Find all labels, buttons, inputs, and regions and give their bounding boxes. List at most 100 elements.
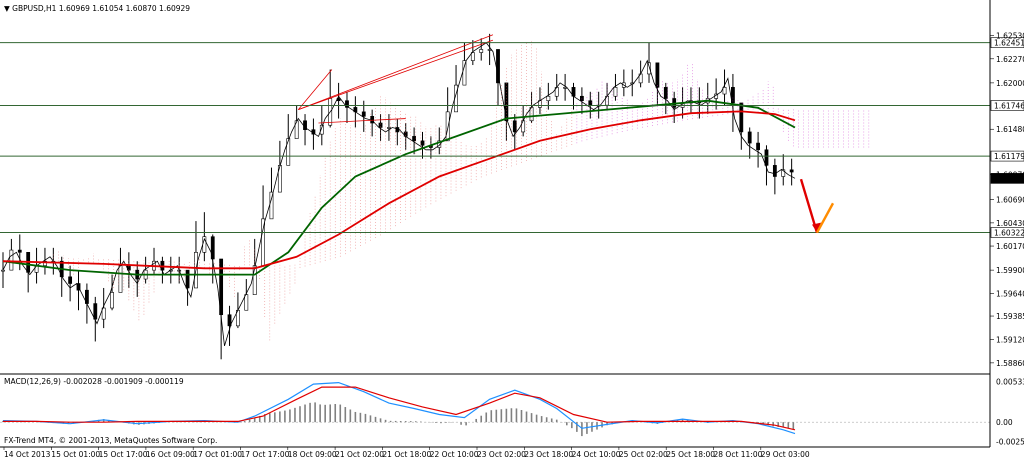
price-tick-label: 1.59900 bbox=[996, 266, 1024, 275]
candle-body bbox=[101, 307, 106, 320]
candle-body bbox=[227, 314, 232, 327]
price-tick-label: 1.59640 bbox=[996, 289, 1024, 298]
level-label-box bbox=[990, 227, 1024, 238]
trend-line bbox=[318, 118, 406, 124]
time-tick-label: 14 Oct 2013 bbox=[4, 450, 51, 459]
price-tick-label: 1.59385 bbox=[996, 312, 1024, 321]
forecast-down-arrow bbox=[799, 178, 819, 234]
price-tick-label: 1.60430 bbox=[996, 219, 1024, 228]
price-pane[interactable]: 1.62451 1.61746 1.61179 1.60929 1.60322 bbox=[0, 33, 1024, 360]
time-tick-label: 28 Oct 11:00 bbox=[714, 450, 763, 459]
time-tick-label: 21 Oct 02:00 bbox=[335, 450, 384, 459]
macd-signal-line bbox=[3, 386, 796, 431]
forecast-arrows bbox=[799, 178, 835, 234]
macd-pane[interactable] bbox=[0, 381, 990, 437]
candle-body bbox=[772, 165, 777, 177]
candle-body bbox=[118, 265, 123, 293]
close-price-line bbox=[2, 42, 796, 347]
candle-body bbox=[319, 124, 324, 135]
level-label: 1.60322 bbox=[994, 229, 1024, 238]
trend-lines bbox=[298, 34, 494, 124]
candle-body bbox=[789, 169, 794, 173]
price-tick-label: 1.60170 bbox=[996, 242, 1024, 251]
candle-body bbox=[378, 122, 383, 128]
candle-body bbox=[269, 191, 274, 220]
candle-body bbox=[487, 49, 492, 51]
candle-body bbox=[345, 100, 349, 108]
time-tick-label: 16 Oct 09:00 bbox=[146, 450, 195, 459]
candle-body bbox=[764, 149, 769, 166]
macd-values: -0.002028 -0.001909 -0.000119 bbox=[63, 377, 183, 386]
time-tick-label: 25 Oct 02:00 bbox=[619, 450, 668, 459]
candle-body bbox=[479, 49, 484, 53]
time-tick-label: 25 Oct 18:00 bbox=[666, 450, 715, 459]
candle-body bbox=[747, 131, 752, 144]
time-tick-label: 15 Oct 01:00 bbox=[51, 450, 100, 459]
macd-header: MACD(12,26,9) -0.002028 -0.001909 -0.000… bbox=[4, 377, 184, 386]
ohlc-values: 1.60969 1.61054 1.60870 1.60929 bbox=[59, 4, 190, 13]
arrow-head-icon bbox=[812, 222, 821, 233]
time-tick-label: 17 Oct 01:00 bbox=[193, 450, 242, 459]
time-tick-label: 23 Oct 02:00 bbox=[477, 450, 526, 459]
time-tick-label: 18 Oct 09:00 bbox=[288, 450, 337, 459]
macd-tick-label: 0.00 bbox=[996, 418, 1013, 427]
symbol-header: ▼ GBPUSD,H1 1.60969 1.61054 1.60870 1.60… bbox=[4, 4, 190, 13]
candle-body bbox=[261, 218, 265, 266]
candle-body bbox=[655, 62, 660, 88]
candle-body bbox=[244, 294, 249, 311]
price-tick-label: 1.62530 bbox=[996, 32, 1024, 41]
candle-body bbox=[361, 111, 366, 117]
price-tick-label: 1.60970 bbox=[996, 171, 1024, 180]
candle-body bbox=[252, 265, 257, 295]
moving-average-slow bbox=[2, 110, 796, 270]
candle-body bbox=[17, 249, 22, 253]
level-label: 1.62451 bbox=[994, 39, 1024, 48]
candle-body bbox=[496, 49, 500, 84]
trend-line bbox=[298, 34, 494, 111]
horizontal-levels[interactable]: 1.62451 1.61746 1.61179 1.60929 1.60322 bbox=[0, 37, 1024, 238]
macd-label: MACD(12,26,9) bbox=[4, 377, 61, 386]
level-label: 1.61179 bbox=[994, 152, 1024, 161]
level-label-box bbox=[990, 100, 1024, 111]
candle-body bbox=[470, 52, 475, 61]
time-tick-label: 22 Oct 10:00 bbox=[430, 450, 479, 459]
symbol-label: GBPUSD,H1 bbox=[12, 4, 57, 13]
moving-average-fast bbox=[2, 99, 796, 276]
level-label-box bbox=[990, 37, 1024, 48]
level-label: 1.61746 bbox=[994, 102, 1024, 111]
candle-body bbox=[286, 138, 291, 166]
candle-body bbox=[613, 87, 618, 97]
price-tick-label: 1.58860 bbox=[996, 359, 1024, 368]
candle-body bbox=[185, 269, 190, 289]
time-tick-label: 29 Oct 03:00 bbox=[761, 450, 810, 459]
level-label-box bbox=[990, 173, 1024, 184]
candle-body bbox=[781, 169, 786, 177]
price-axis[interactable]: 1.62530 1.62270 1.62000 1.61480 1.60970 1.606… bbox=[989, 0, 1024, 447]
candle-body bbox=[512, 120, 517, 133]
candle-body bbox=[93, 303, 98, 320]
forecast-up-line bbox=[815, 202, 835, 234]
candle-body bbox=[462, 60, 467, 86]
candle-body bbox=[663, 87, 668, 99]
price-tick-label: 1.61480 bbox=[996, 125, 1024, 134]
candle-body bbox=[294, 120, 299, 139]
candle-body bbox=[68, 276, 73, 284]
candle-body bbox=[445, 111, 450, 142]
candle-body bbox=[420, 140, 425, 146]
candle-body bbox=[647, 62, 651, 75]
level-label-box bbox=[990, 150, 1024, 162]
copyright-text: FX-Trend MT4, © 2001-2013, MetaQuotes So… bbox=[4, 436, 217, 445]
price-tick-label: 1.60690 bbox=[996, 196, 1024, 205]
triangle-icon: ▼ bbox=[4, 4, 12, 13]
candle-body bbox=[387, 127, 391, 129]
candle-body bbox=[412, 136, 417, 142]
level-label: 1.60929 bbox=[994, 174, 1024, 183]
trend-line bbox=[298, 69, 333, 110]
time-tick-label: 17 Oct 17:00 bbox=[241, 450, 290, 459]
candle-body bbox=[563, 87, 568, 89]
time-tick-label: 21 Oct 18:00 bbox=[382, 450, 431, 459]
candle-body bbox=[43, 260, 47, 266]
